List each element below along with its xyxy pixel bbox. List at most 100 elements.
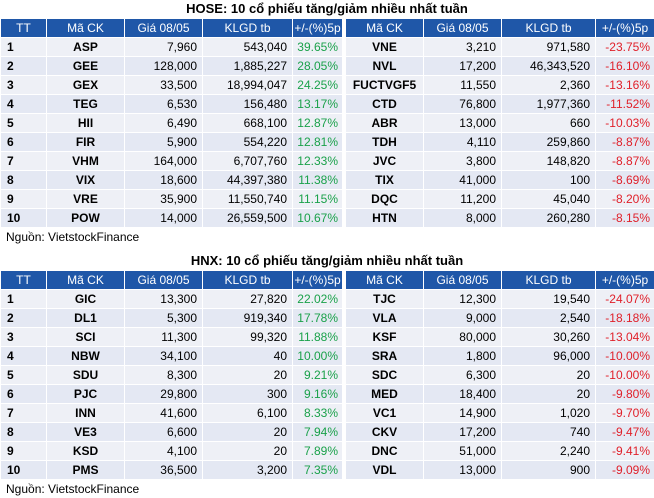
loser-volume: 740	[502, 423, 596, 442]
loser-change: -8.20%	[596, 190, 654, 209]
gainer-change: 11.88%	[293, 328, 343, 347]
gainer-price: 4,100	[125, 442, 203, 461]
gainer-price: 41,600	[125, 404, 203, 423]
gainer-price: 6,490	[125, 114, 203, 133]
loser-code: JVC	[346, 152, 424, 171]
loser-change: -8.87%	[596, 133, 654, 152]
loser-price: 41,000	[424, 171, 502, 190]
loser-code: HTN	[346, 209, 424, 228]
loser-change: -9.80%	[596, 385, 654, 404]
loser-code: VC1	[346, 404, 424, 423]
row-rank: 4	[1, 347, 47, 366]
col-header-tt: TT	[1, 19, 47, 38]
gainer-code: POW	[47, 209, 125, 228]
gainer-volume: 300	[203, 385, 293, 404]
loser-volume: 20	[502, 385, 596, 404]
loser-volume: 100	[502, 171, 596, 190]
loser-volume: 96,000	[502, 347, 596, 366]
gainer-volume: 1,885,227	[203, 57, 293, 76]
loser-code: VDL	[346, 461, 424, 480]
gainer-code: GIC	[47, 290, 125, 309]
loser-change: -24.07%	[596, 290, 654, 309]
loser-change: -13.04%	[596, 328, 654, 347]
col-header-change: +/-(%)5p	[596, 19, 654, 38]
row-rank: 4	[1, 95, 47, 114]
gainer-price: 6,530	[125, 95, 203, 114]
gainer-change: 17.78%	[293, 309, 343, 328]
gainer-volume: 20	[203, 423, 293, 442]
gainer-volume: 40	[203, 347, 293, 366]
gainer-code: SCI	[47, 328, 125, 347]
loser-change: -10.00%	[596, 366, 654, 385]
loser-change: -8.15%	[596, 209, 654, 228]
col-header-price: Giá 08/05	[424, 19, 502, 38]
gainer-code: NBW	[47, 347, 125, 366]
loser-change: -13.16%	[596, 76, 654, 95]
gainer-volume: 543,040	[203, 38, 293, 57]
row-rank: 1	[1, 290, 47, 309]
gainer-code: TEG	[47, 95, 125, 114]
gainer-volume: 26,559,500	[203, 209, 293, 228]
gainer-price: 11,300	[125, 328, 203, 347]
col-header-tt: TT	[1, 271, 47, 290]
loser-price: 3,800	[424, 152, 502, 171]
loser-price: 80,000	[424, 328, 502, 347]
loser-change: -18.18%	[596, 309, 654, 328]
gainer-price: 33,500	[125, 76, 203, 95]
loser-change: -8.87%	[596, 152, 654, 171]
gainer-price: 34,100	[125, 347, 203, 366]
loser-volume: 2,240	[502, 442, 596, 461]
loser-code: DQC	[346, 190, 424, 209]
loser-price: 8,000	[424, 209, 502, 228]
loser-volume: 45,040	[502, 190, 596, 209]
row-rank: 3	[1, 76, 47, 95]
row-rank: 6	[1, 133, 47, 152]
gainer-code: FIR	[47, 133, 125, 152]
loser-volume: 1,020	[502, 404, 596, 423]
hnx-title: HNX: 10 cổ phiếu tăng/giảm nhiều nhất tu…	[0, 252, 654, 270]
row-rank: 3	[1, 328, 47, 347]
gainer-code: ASP	[47, 38, 125, 57]
loser-price: 11,550	[424, 76, 502, 95]
loser-price: 11,200	[424, 190, 502, 209]
gainer-code: PMS	[47, 461, 125, 480]
loser-code: TDH	[346, 133, 424, 152]
loser-code: KSF	[346, 328, 424, 347]
hose-title: HOSE: 10 cổ phiếu tăng/giảm nhiều nhất t…	[0, 0, 654, 18]
row-rank: 9	[1, 190, 47, 209]
gainer-code: KSD	[47, 442, 125, 461]
loser-price: 18,400	[424, 385, 502, 404]
gainer-volume: 44,397,380	[203, 171, 293, 190]
gainer-price: 13,300	[125, 290, 203, 309]
loser-volume: 660	[502, 114, 596, 133]
loser-change: -11.52%	[596, 95, 654, 114]
gainer-code: VRE	[47, 190, 125, 209]
loser-price: 76,800	[424, 95, 502, 114]
loser-price: 9,000	[424, 309, 502, 328]
gainer-change: 9.21%	[293, 366, 343, 385]
gainer-change: 11.38%	[293, 171, 343, 190]
col-header-change: +/-(%)5p	[293, 19, 343, 38]
row-rank: 5	[1, 114, 47, 133]
row-rank: 2	[1, 57, 47, 76]
hose-source: Nguồn: VietstockFinance	[0, 228, 654, 246]
loser-change: -16.10%	[596, 57, 654, 76]
gainer-change: 12.33%	[293, 152, 343, 171]
loser-volume: 259,860	[502, 133, 596, 152]
loser-volume: 2,360	[502, 76, 596, 95]
loser-price: 3,210	[424, 38, 502, 57]
loser-change: -10.03%	[596, 114, 654, 133]
loser-volume: 46,343,520	[502, 57, 596, 76]
hnx-header-row: TT Mã CK Giá 08/05 KLGD tb +/-(%)5p Mã C…	[1, 271, 654, 290]
gainer-code: GEX	[47, 76, 125, 95]
loser-volume: 20	[502, 366, 596, 385]
gainer-volume: 27,820	[203, 290, 293, 309]
